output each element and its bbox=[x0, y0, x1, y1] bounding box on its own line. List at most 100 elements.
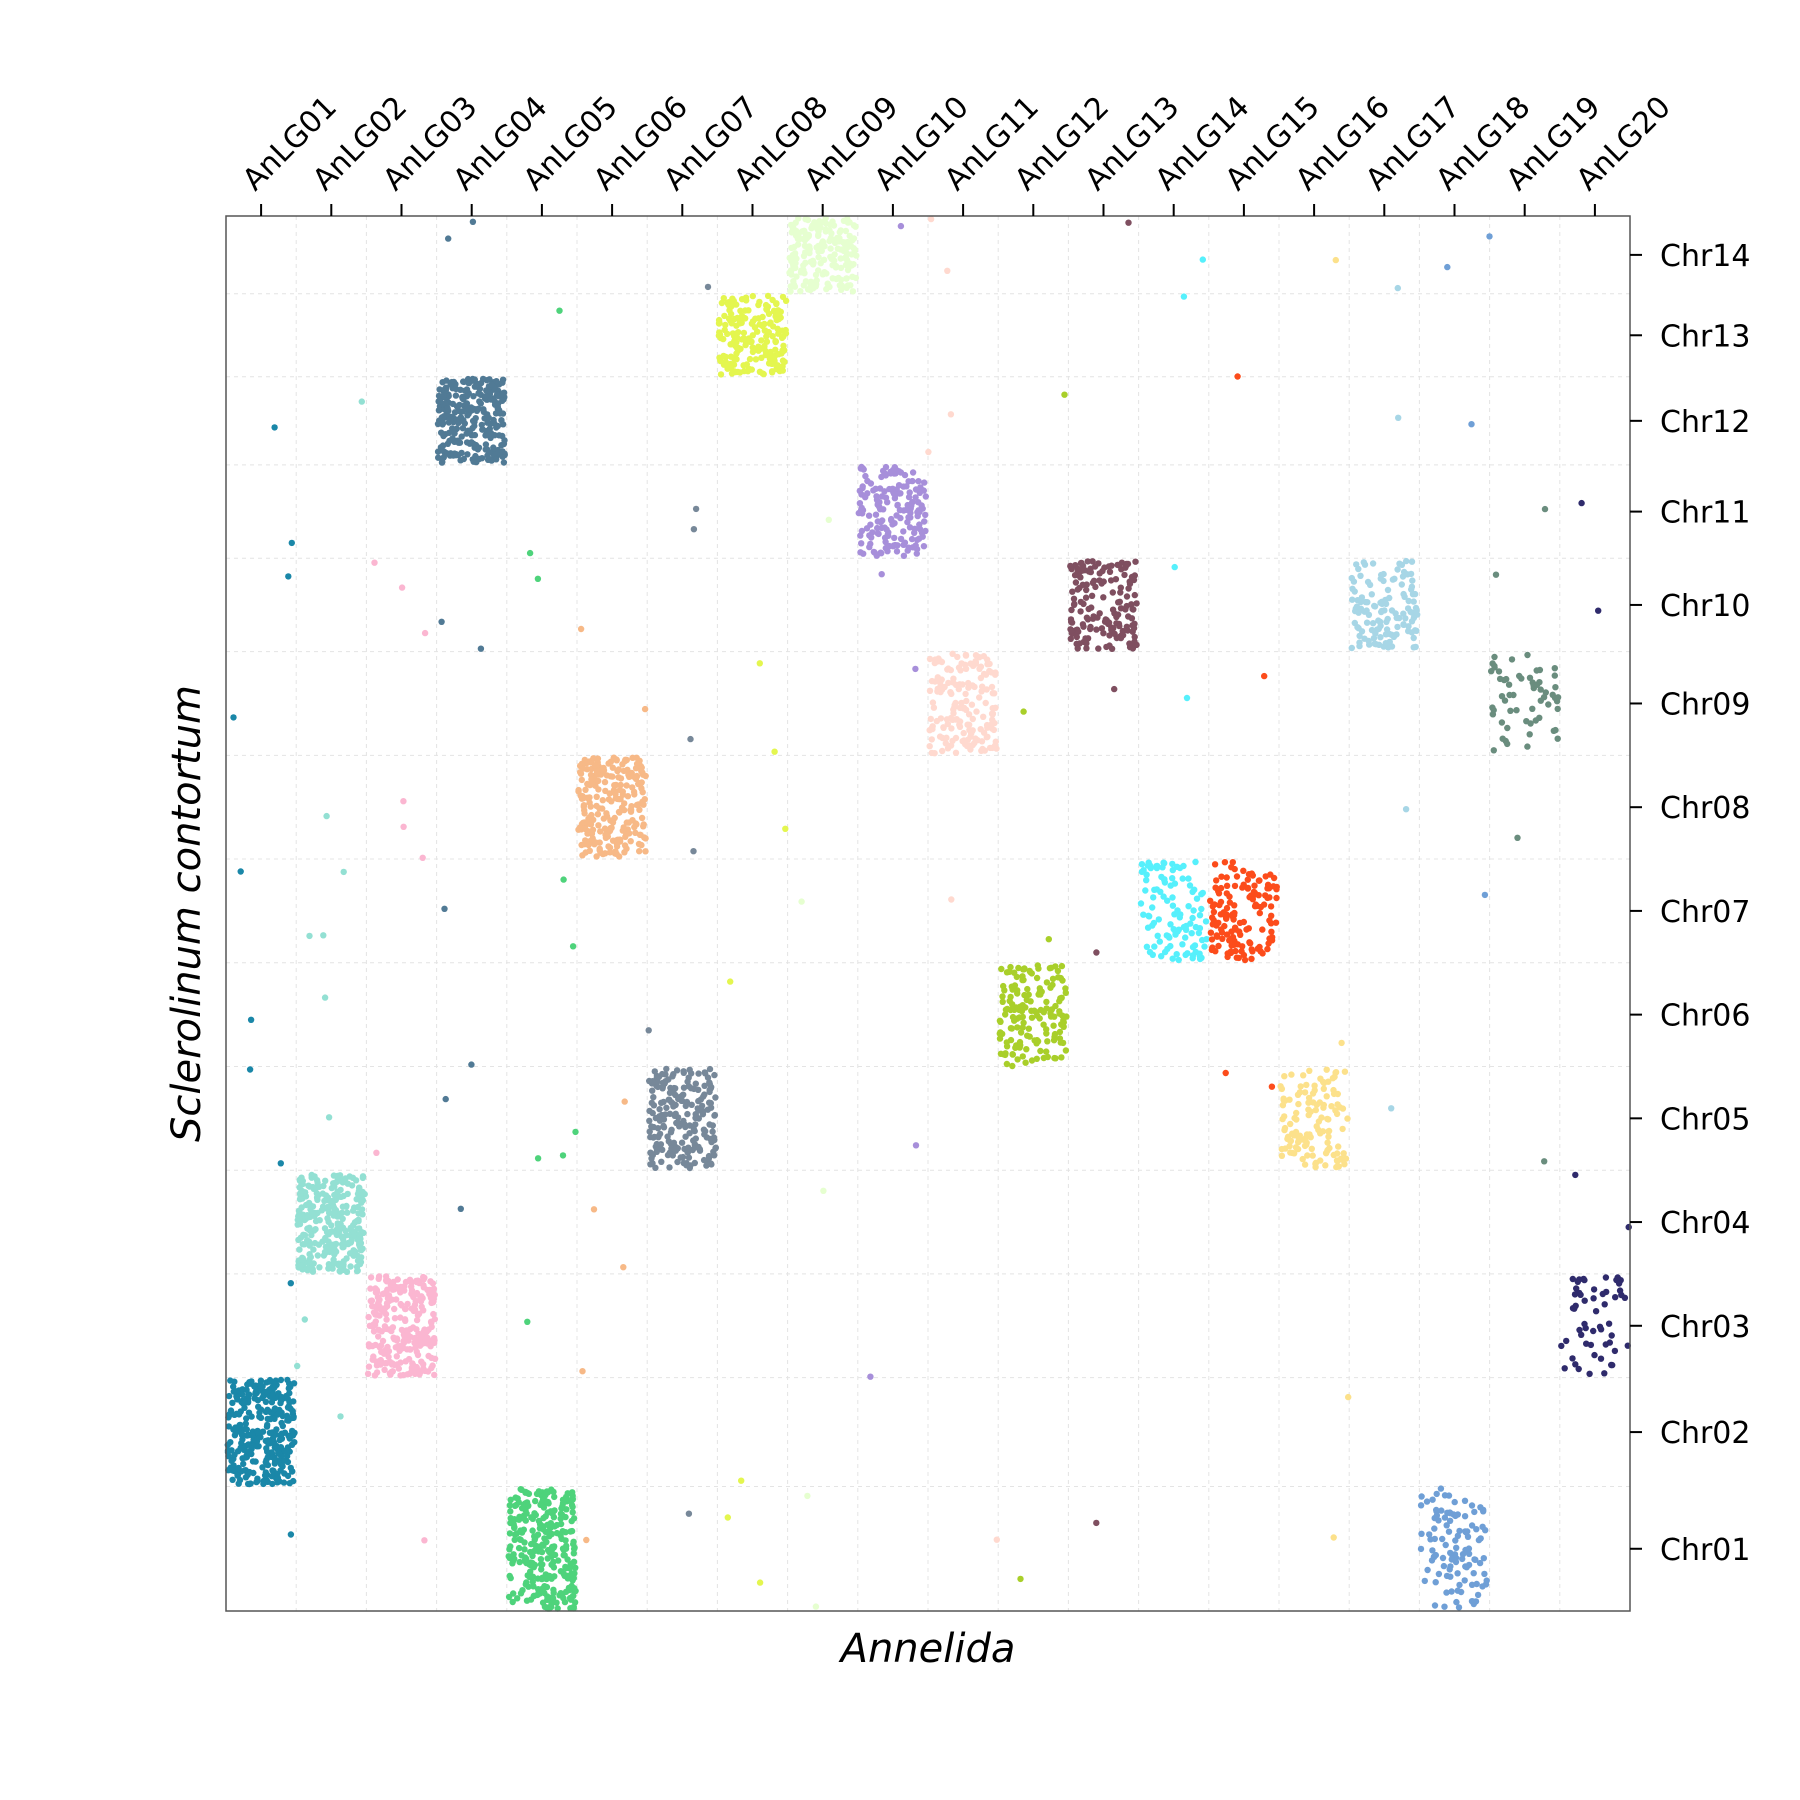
data-point bbox=[435, 454, 442, 461]
data-point bbox=[584, 840, 591, 848]
data-point bbox=[866, 543, 873, 551]
data-point bbox=[872, 511, 880, 518]
data-point bbox=[485, 430, 492, 437]
data-point bbox=[1356, 632, 1363, 640]
data-point bbox=[692, 1080, 699, 1087]
data-point bbox=[1091, 563, 1099, 570]
data-point bbox=[1083, 640, 1090, 647]
data-point bbox=[1381, 607, 1388, 614]
data-point bbox=[306, 932, 313, 940]
data-point bbox=[988, 683, 996, 691]
data-point bbox=[1257, 903, 1265, 911]
data-point bbox=[1215, 890, 1223, 897]
data-point bbox=[1441, 1492, 1449, 1499]
data-point bbox=[1176, 914, 1184, 921]
data-point bbox=[955, 664, 963, 671]
data-point bbox=[686, 1164, 693, 1172]
data-point bbox=[632, 829, 639, 836]
data-point bbox=[572, 1564, 579, 1572]
data-point bbox=[1482, 1527, 1489, 1534]
data-point bbox=[983, 686, 990, 693]
data-point bbox=[562, 1537, 569, 1544]
data-point bbox=[464, 412, 471, 419]
data-point bbox=[692, 1144, 699, 1151]
data-point bbox=[1023, 1046, 1030, 1053]
data-point bbox=[865, 512, 873, 519]
data-point bbox=[306, 1242, 313, 1249]
data-point bbox=[1476, 1559, 1484, 1567]
data-point bbox=[538, 1548, 546, 1556]
data-point bbox=[535, 1517, 543, 1525]
data-point bbox=[842, 261, 850, 269]
data-point bbox=[965, 684, 972, 691]
data-point bbox=[686, 1130, 693, 1137]
data-point bbox=[482, 393, 489, 400]
data-point bbox=[815, 231, 822, 238]
data-point bbox=[596, 847, 603, 854]
data-point bbox=[276, 1436, 283, 1444]
data-point bbox=[1146, 913, 1153, 920]
data-point bbox=[1155, 916, 1163, 923]
data-point bbox=[950, 675, 957, 682]
data-point bbox=[1213, 932, 1220, 939]
data-point bbox=[936, 733, 944, 740]
data-point bbox=[1156, 938, 1164, 945]
data-point bbox=[242, 1454, 249, 1461]
data-point bbox=[568, 1517, 575, 1525]
data-point bbox=[332, 1240, 340, 1248]
data-point bbox=[578, 776, 585, 784]
data-point bbox=[958, 699, 965, 707]
data-point bbox=[1341, 1161, 1348, 1168]
data-point bbox=[297, 1262, 304, 1270]
data-point bbox=[1360, 559, 1368, 566]
data-point bbox=[1431, 1602, 1439, 1609]
data-point bbox=[290, 1414, 297, 1422]
data-point bbox=[980, 729, 988, 736]
data-point bbox=[1158, 873, 1165, 881]
data-point bbox=[737, 307, 744, 314]
data-point bbox=[1112, 576, 1120, 583]
data-point bbox=[1432, 1579, 1439, 1586]
data-point bbox=[377, 1342, 385, 1349]
data-point bbox=[1196, 955, 1204, 963]
data-point bbox=[1312, 1106, 1320, 1114]
data-point bbox=[253, 1438, 261, 1445]
data-point bbox=[872, 485, 879, 492]
data-point bbox=[383, 1316, 390, 1323]
data-point bbox=[271, 1444, 278, 1451]
data-point bbox=[1571, 1291, 1579, 1298]
data-point bbox=[864, 477, 871, 485]
data-point bbox=[856, 500, 864, 507]
data-point bbox=[330, 1208, 338, 1216]
data-point bbox=[303, 1201, 310, 1209]
data-point bbox=[430, 1310, 437, 1318]
data-point bbox=[1131, 591, 1139, 599]
data-point bbox=[383, 1278, 391, 1285]
data-point bbox=[1480, 1506, 1487, 1514]
data-point bbox=[1068, 627, 1075, 635]
data-point bbox=[507, 1496, 514, 1504]
data-point bbox=[444, 405, 451, 412]
data-point bbox=[234, 1396, 241, 1403]
data-point bbox=[410, 1293, 417, 1301]
data-point bbox=[264, 1421, 271, 1429]
data-point bbox=[1074, 586, 1082, 593]
data-point bbox=[568, 1501, 576, 1509]
data-point bbox=[551, 1493, 558, 1501]
data-point bbox=[487, 456, 494, 463]
data-point bbox=[322, 1177, 329, 1185]
data-point bbox=[1443, 1522, 1450, 1529]
data-point bbox=[522, 1489, 529, 1496]
data-point bbox=[1287, 1120, 1294, 1128]
data-point bbox=[269, 1467, 276, 1474]
data-point bbox=[1581, 1320, 1588, 1328]
data-point bbox=[567, 1605, 574, 1612]
data-point bbox=[654, 1083, 661, 1091]
data-point bbox=[722, 321, 729, 329]
data-point bbox=[638, 841, 645, 849]
data-point bbox=[967, 746, 974, 753]
data-point bbox=[989, 690, 996, 697]
data-point bbox=[701, 1082, 708, 1090]
data-point bbox=[1130, 576, 1138, 584]
data-point bbox=[506, 1530, 514, 1537]
